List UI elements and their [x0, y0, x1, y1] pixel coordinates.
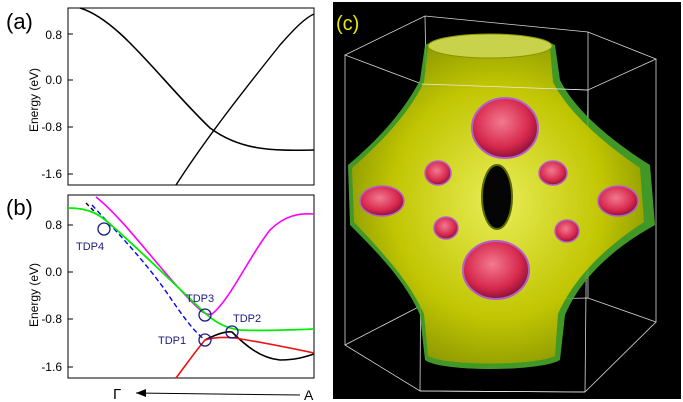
panel-b-ytick: -1.6	[41, 360, 62, 374]
pink-pocket-far-right	[597, 185, 639, 217]
tdp2-marker	[225, 325, 239, 339]
panel-a-label: (a)	[6, 9, 33, 34]
panel-b-magenta-band	[95, 196, 315, 316]
top-neck-opening	[427, 33, 553, 59]
panel-a-band-1	[79, 7, 315, 152]
panel-a-ytick: -1.6	[41, 167, 62, 181]
panel-a-band-2	[175, 13, 315, 186]
tdp4-marker	[97, 222, 111, 236]
panel-b: (b) Energy (eV) 0.8 0.0 -0.8 -1.6 TDP1 T…	[6, 194, 315, 402]
panel-b-green-band	[67, 207, 315, 332]
panel-b-frame	[67, 194, 315, 379]
pink-pocket-lower-right	[554, 219, 580, 243]
panel-b-ylabel: Energy (eV)	[27, 263, 41, 327]
brillouin-zone-front-edges	[419, 83, 589, 393]
panel-b-ytick: 0.0	[45, 265, 62, 279]
panel-b-yticks: 0.8 0.0 -0.8 -1.6	[41, 218, 73, 374]
panel-a: (a) Energy (eV) 0.8 0.0 -0.8 -1.6	[6, 7, 315, 186]
panel-a-ytick: 0.8	[45, 28, 62, 42]
pink-pocket-upper-left	[424, 160, 452, 186]
panel-b-ytick: 0.8	[45, 218, 62, 232]
panel-b-ytick: -0.8	[41, 312, 62, 326]
a-label: A	[304, 387, 314, 402]
tdp3-label: TDP3	[186, 293, 214, 305]
panel-a-ytick: 0.0	[45, 73, 62, 87]
pink-pocket-far-left	[359, 185, 405, 217]
panel-c-label: (c)	[336, 13, 359, 35]
panel-a-ytick: -0.8	[41, 120, 62, 134]
panel-a-frame	[67, 7, 315, 186]
panel-c: (c)	[333, 2, 681, 399]
panel-b-red-band	[175, 336, 315, 379]
k-path-arrowhead	[136, 389, 146, 397]
panel-a-ylabel: Energy (eV)	[27, 68, 41, 132]
pink-pocket-upper-right	[538, 160, 568, 186]
panel-a-yticks: 0.8 0.0 -0.8 -1.6	[41, 28, 73, 181]
tdp4-label: TDP4	[76, 241, 104, 253]
central-hole	[481, 164, 513, 230]
tdp2-label: TDP2	[233, 313, 261, 325]
pink-pocket-top	[471, 97, 539, 159]
tdp3-marker	[198, 308, 212, 322]
tdp1-marker	[198, 333, 212, 347]
panel-b-black-dash-band	[85, 202, 97, 214]
tdp1-label: TDP1	[158, 335, 186, 347]
panel-b-label: (b)	[6, 195, 33, 220]
k-path-arrow	[135, 392, 301, 396]
pink-pocket-lower-left	[433, 216, 459, 240]
gamma-label: Γ	[113, 386, 121, 402]
panel-b-black-band	[204, 331, 315, 361]
pink-pocket-bottom	[462, 240, 530, 300]
